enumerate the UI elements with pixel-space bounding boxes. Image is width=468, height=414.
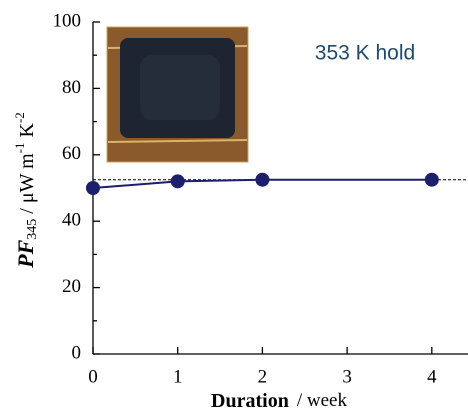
y-axis-label: PF345 / μW m-1 K-2 <box>12 112 40 269</box>
x-tick-label: 3 <box>342 366 352 387</box>
y-tick-label: 80 <box>62 77 81 98</box>
data-point <box>255 173 269 187</box>
y-tick-label: 40 <box>62 210 81 231</box>
y-tick-label: 0 <box>72 342 82 363</box>
y-tick-label: 20 <box>62 276 81 297</box>
chart: 353 K hold PF345 / μW m-1 K-2 Duration / … <box>0 0 468 414</box>
x-tick-label: 4 <box>427 366 437 387</box>
data-point <box>86 181 100 195</box>
y-tick-label: 100 <box>53 10 82 31</box>
y-label-part: / μW m <box>16 153 38 219</box>
y-tick-label: 60 <box>62 143 81 164</box>
data-point <box>425 173 439 187</box>
x-tick-label: 0 <box>88 366 98 387</box>
x-label-part: Duration <box>211 390 289 412</box>
y-label-part: 345 <box>25 219 40 240</box>
y-label-part: -1 <box>12 142 27 153</box>
x-tick-label: 2 <box>258 366 268 387</box>
y-label-part: PF <box>13 239 38 268</box>
x-label-part: / week <box>297 390 348 411</box>
page: 353 K hold PF345 / μW m-1 K-2 Duration / … <box>0 0 468 414</box>
y-label-part: -2 <box>12 112 27 123</box>
x-tick-label: 1 <box>173 366 183 387</box>
annotation: 353 K hold <box>315 42 415 65</box>
x-axis-label: Duration / week <box>211 390 347 412</box>
photo-inset <box>107 27 248 162</box>
data-point <box>171 174 185 188</box>
y-label-part: K <box>16 122 38 142</box>
svg-text:PF345 / μW m-1 K-2: PF345 / μW m-1 K-2 <box>12 112 40 269</box>
